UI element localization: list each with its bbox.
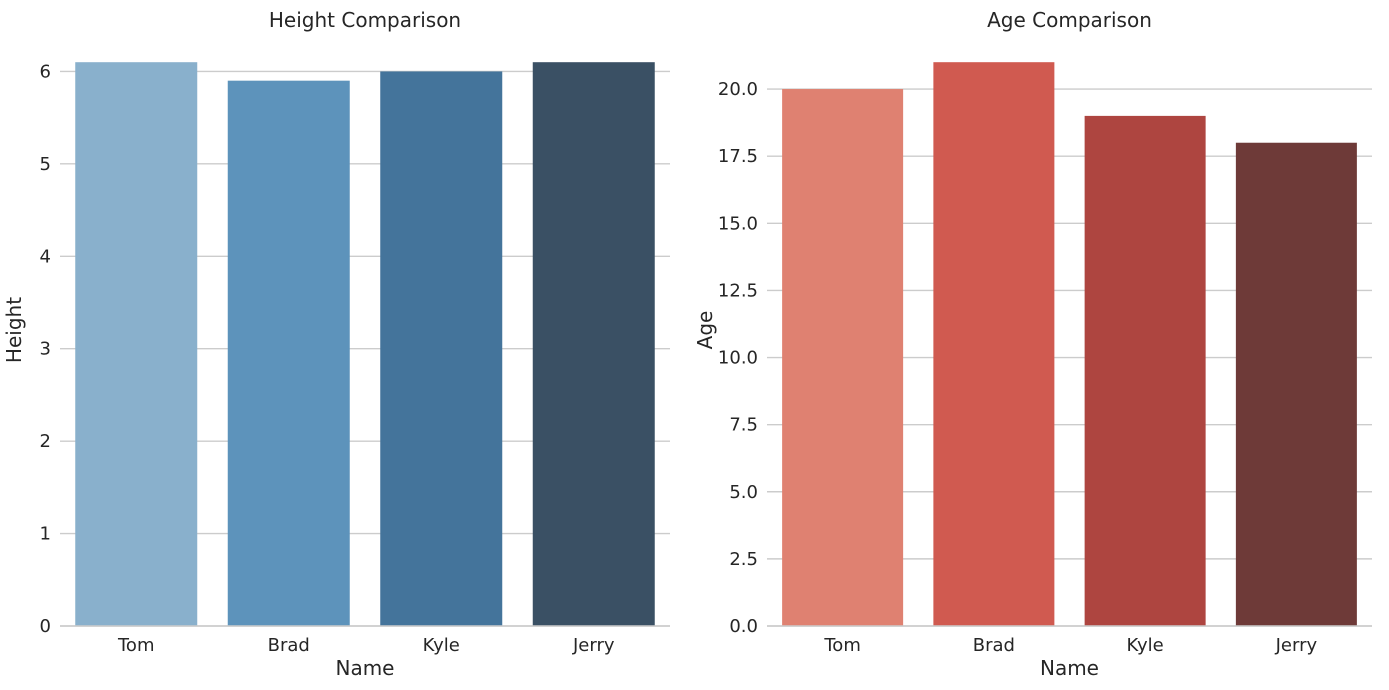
bar-brad xyxy=(227,80,350,627)
y-tick-label: 3 xyxy=(40,339,51,360)
bar-jerry xyxy=(532,62,655,626)
y-tick-label: 15.0 xyxy=(718,213,758,234)
x-tick-label: Kyle xyxy=(423,635,460,656)
bar-kyle xyxy=(1084,115,1206,626)
y-tick-label: 1 xyxy=(40,524,51,545)
bar-tom xyxy=(75,62,198,626)
x-tick-label: Jerry xyxy=(1275,635,1318,656)
height-chart-title: Height Comparison xyxy=(268,8,462,32)
y-tick-label: 5.0 xyxy=(729,482,758,503)
y-tick-label: 10.0 xyxy=(718,348,758,369)
x-tick-label: Brad xyxy=(973,635,1015,656)
y-tick-label: 2 xyxy=(40,431,51,452)
y-tick-label: 0 xyxy=(40,616,51,637)
bar-brad xyxy=(933,62,1055,626)
y-tick-label: 20.0 xyxy=(718,79,758,100)
height-plot-area: 0 1 2 3 4 5 6 Tom Brad Kyle Jerry xyxy=(40,61,670,656)
y-tick-label: 7.5 xyxy=(729,415,758,436)
x-tick-label: Tom xyxy=(823,635,860,656)
age-chart-title: Age Comparison xyxy=(987,8,1152,32)
height-comparison-chart: Height Comparison Height 0 1 2 3 4 5 6 Tom Brad K… xyxy=(0,0,694,690)
x-tick-label: Kyle xyxy=(1127,635,1164,656)
y-tick-label: 4 xyxy=(40,246,51,267)
bar-jerry xyxy=(1235,142,1357,627)
y-tick-label: 12.5 xyxy=(718,280,758,301)
x-tick-label: Tom xyxy=(117,635,154,656)
y-tick-label: 17.5 xyxy=(718,146,758,167)
height-x-axis-label: Name xyxy=(335,656,395,680)
age-x-axis-label: Name xyxy=(1039,656,1099,680)
bar-kyle xyxy=(380,71,503,627)
y-tick-label: 6 xyxy=(40,61,51,82)
y-tick-label: 2.5 xyxy=(729,549,758,570)
age-comparison-chart: Age Comparison Age 0.0 2.5 5.0 7.5 10.0 12.5 1… xyxy=(693,0,1389,690)
y-tick-label: 5 xyxy=(40,154,51,175)
bar-tom xyxy=(782,89,904,626)
x-tick-label: Jerry xyxy=(572,635,615,656)
x-tick-label: Brad xyxy=(268,635,310,656)
y-tick-label: 0.0 xyxy=(729,616,758,637)
age-plot-area: 0.0 2.5 5.0 7.5 10.0 12.5 15.0 17.5 20.0 Tom Brad K… xyxy=(718,62,1372,656)
